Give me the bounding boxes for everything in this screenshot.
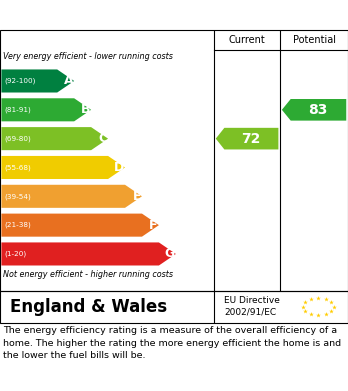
- Text: A: A: [63, 74, 73, 88]
- Polygon shape: [216, 128, 278, 149]
- Polygon shape: [1, 98, 91, 121]
- Polygon shape: [1, 185, 142, 208]
- Polygon shape: [1, 70, 74, 93]
- Text: Current: Current: [229, 35, 266, 45]
- Text: (69-80): (69-80): [4, 135, 31, 142]
- Text: (92-100): (92-100): [4, 78, 35, 84]
- Text: 72: 72: [241, 132, 260, 145]
- Polygon shape: [1, 156, 125, 179]
- Polygon shape: [1, 127, 108, 150]
- Text: Potential: Potential: [293, 35, 335, 45]
- Text: G: G: [165, 248, 175, 260]
- Text: England & Wales: England & Wales: [10, 298, 168, 316]
- Polygon shape: [1, 213, 159, 237]
- Text: (21-38): (21-38): [4, 222, 31, 228]
- Text: The energy efficiency rating is a measure of the overall efficiency of a home. T: The energy efficiency rating is a measur…: [3, 326, 342, 360]
- Text: (81-91): (81-91): [4, 107, 31, 113]
- Text: F: F: [149, 219, 158, 231]
- Text: Not energy efficient - higher running costs: Not energy efficient - higher running co…: [3, 270, 174, 279]
- Polygon shape: [1, 242, 176, 265]
- Text: E: E: [133, 190, 141, 203]
- Polygon shape: [282, 99, 346, 120]
- Text: B: B: [81, 103, 90, 116]
- Text: D: D: [114, 161, 124, 174]
- Text: C: C: [98, 132, 107, 145]
- Text: (39-54): (39-54): [4, 193, 31, 199]
- Text: (1-20): (1-20): [4, 251, 26, 257]
- Text: EU Directive
2002/91/EC: EU Directive 2002/91/EC: [224, 296, 280, 316]
- Text: Very energy efficient - lower running costs: Very energy efficient - lower running co…: [3, 52, 173, 61]
- Text: 83: 83: [308, 103, 327, 117]
- Text: Energy Efficiency Rating: Energy Efficiency Rating: [14, 7, 224, 23]
- Text: (55-68): (55-68): [4, 164, 31, 171]
